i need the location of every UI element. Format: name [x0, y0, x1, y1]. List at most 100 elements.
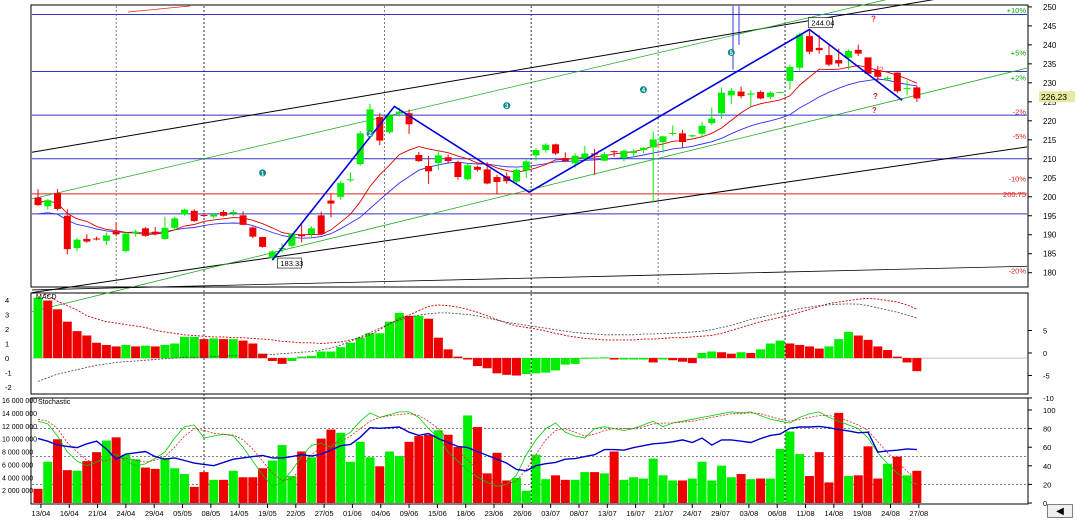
volume-bar [736, 474, 746, 503]
candle-body [669, 132, 677, 134]
volume-bar [756, 478, 766, 503]
macd-histogram-bar [843, 331, 853, 359]
volume-bar [345, 461, 355, 503]
volume-bar [92, 452, 102, 503]
volume-bar [267, 460, 277, 503]
percent-offset-label: +2% [1011, 74, 1027, 83]
volume-bar [677, 480, 687, 503]
macd-histogram-bar [619, 358, 629, 360]
date-tick-label: 04/06 [371, 509, 390, 518]
volume-bar [424, 434, 434, 503]
candle-body [864, 57, 872, 74]
candle-body [571, 155, 579, 164]
wave-number-marker [727, 48, 735, 56]
macd-histogram-bar [824, 346, 834, 359]
candle-body [161, 227, 169, 239]
date-tick-label: 21/07 [655, 509, 674, 518]
volume-tick-label: 14 000 000 [2, 411, 37, 418]
date-tick-label: 29/07 [711, 509, 730, 518]
macd-histogram-bar [883, 350, 893, 359]
question-mark-label: ? [873, 92, 878, 101]
macd-histogram-bar [502, 358, 512, 375]
volume-bar [53, 439, 63, 503]
candle-body [132, 231, 140, 234]
macd-histogram-bar [394, 312, 404, 359]
macd-left-tick-label: -2 [5, 383, 12, 392]
macd-histogram-bar [912, 358, 922, 372]
candle-body [112, 231, 120, 235]
candle-body [600, 154, 608, 161]
macd-histogram-bar [424, 318, 434, 359]
scroll-to-end-button[interactable]: ◀ [1047, 504, 1073, 518]
volume-bar [394, 456, 404, 503]
volume-bar [492, 452, 502, 503]
volume-bar [199, 472, 209, 503]
candle-body [268, 251, 276, 258]
date-tick-label: 26/06 [513, 509, 532, 518]
macd-histogram-bar [736, 352, 746, 359]
macd-histogram-bar [590, 357, 600, 359]
volume-bar [765, 478, 775, 503]
candle-body [698, 125, 706, 134]
candle-body [854, 49, 862, 54]
macd-histogram-bar [629, 358, 639, 360]
macd-left-tick-label: -1 [5, 369, 12, 378]
volume-bar [560, 479, 570, 503]
question-mark-label: ? [879, 66, 884, 75]
date-tick-label: 14/05 [230, 509, 249, 518]
volume-bar [179, 474, 189, 503]
date-tick-label: 13/04 [32, 509, 51, 518]
volume-bar [599, 473, 609, 503]
macd-histogram-bar [902, 358, 912, 363]
candle-body [620, 150, 628, 159]
candle-body [425, 166, 433, 172]
swing-high-box [808, 17, 833, 28]
price-tick-label: 195 [1043, 212, 1057, 221]
price-tick-label: 225 [1043, 98, 1057, 107]
volume-bar [873, 478, 883, 503]
candle-body [327, 200, 335, 204]
macd-histogram-bar [101, 344, 111, 359]
percent-offset-label: -5% [1013, 132, 1027, 141]
volume-bar [892, 456, 902, 503]
stochastic-right-tick-label: 100 [1043, 406, 1056, 415]
macd-right-tick-label: 0 [1043, 349, 1047, 358]
volume-bar [433, 430, 443, 503]
percent-offset-label: +10% [1007, 6, 1027, 15]
volume-bar [541, 479, 551, 503]
volume-bar [902, 475, 912, 503]
volume-tick-label: 2 000 000 [2, 488, 33, 495]
candle-body [415, 154, 423, 162]
date-tick-label: 16/07 [626, 509, 645, 518]
macd-left-tick-label: 3 [5, 310, 9, 319]
wave-number-label: 4 [642, 88, 646, 94]
macd-histogram-bar [756, 349, 766, 359]
candle-body [630, 151, 638, 154]
macd-histogram-bar [92, 342, 102, 359]
green-channel-lower-line [31, 67, 1028, 312]
volume-bar [775, 448, 785, 503]
main-price-panel[interactable] [30, 4, 1029, 288]
macd-histogram-bar [463, 358, 473, 360]
volume-bar [443, 434, 453, 503]
candle-body [884, 77, 892, 80]
volume-bar [82, 461, 92, 503]
volume-bar [121, 454, 131, 503]
lower-channel-line [31, 146, 1028, 294]
macd-histogram-bar [414, 315, 424, 359]
candle-body [678, 133, 686, 143]
green-channel-upper-line [31, 0, 887, 200]
macd-histogram-bar [345, 342, 355, 359]
remnant-line [127, 5, 191, 13]
macd-histogram-bar [365, 333, 375, 359]
volume-bar [365, 457, 375, 503]
macd-histogram-bar [609, 358, 619, 360]
candle-body [229, 211, 237, 214]
price-tick-label: 205 [1043, 174, 1057, 183]
stochastic-right-tick-label: 20 [1043, 480, 1051, 489]
macd-histogram-bar [541, 358, 551, 373]
macd-right-tick-label: 5 [1043, 326, 1047, 335]
candle-body [376, 117, 384, 141]
price-tick-label: 240 [1043, 41, 1057, 50]
